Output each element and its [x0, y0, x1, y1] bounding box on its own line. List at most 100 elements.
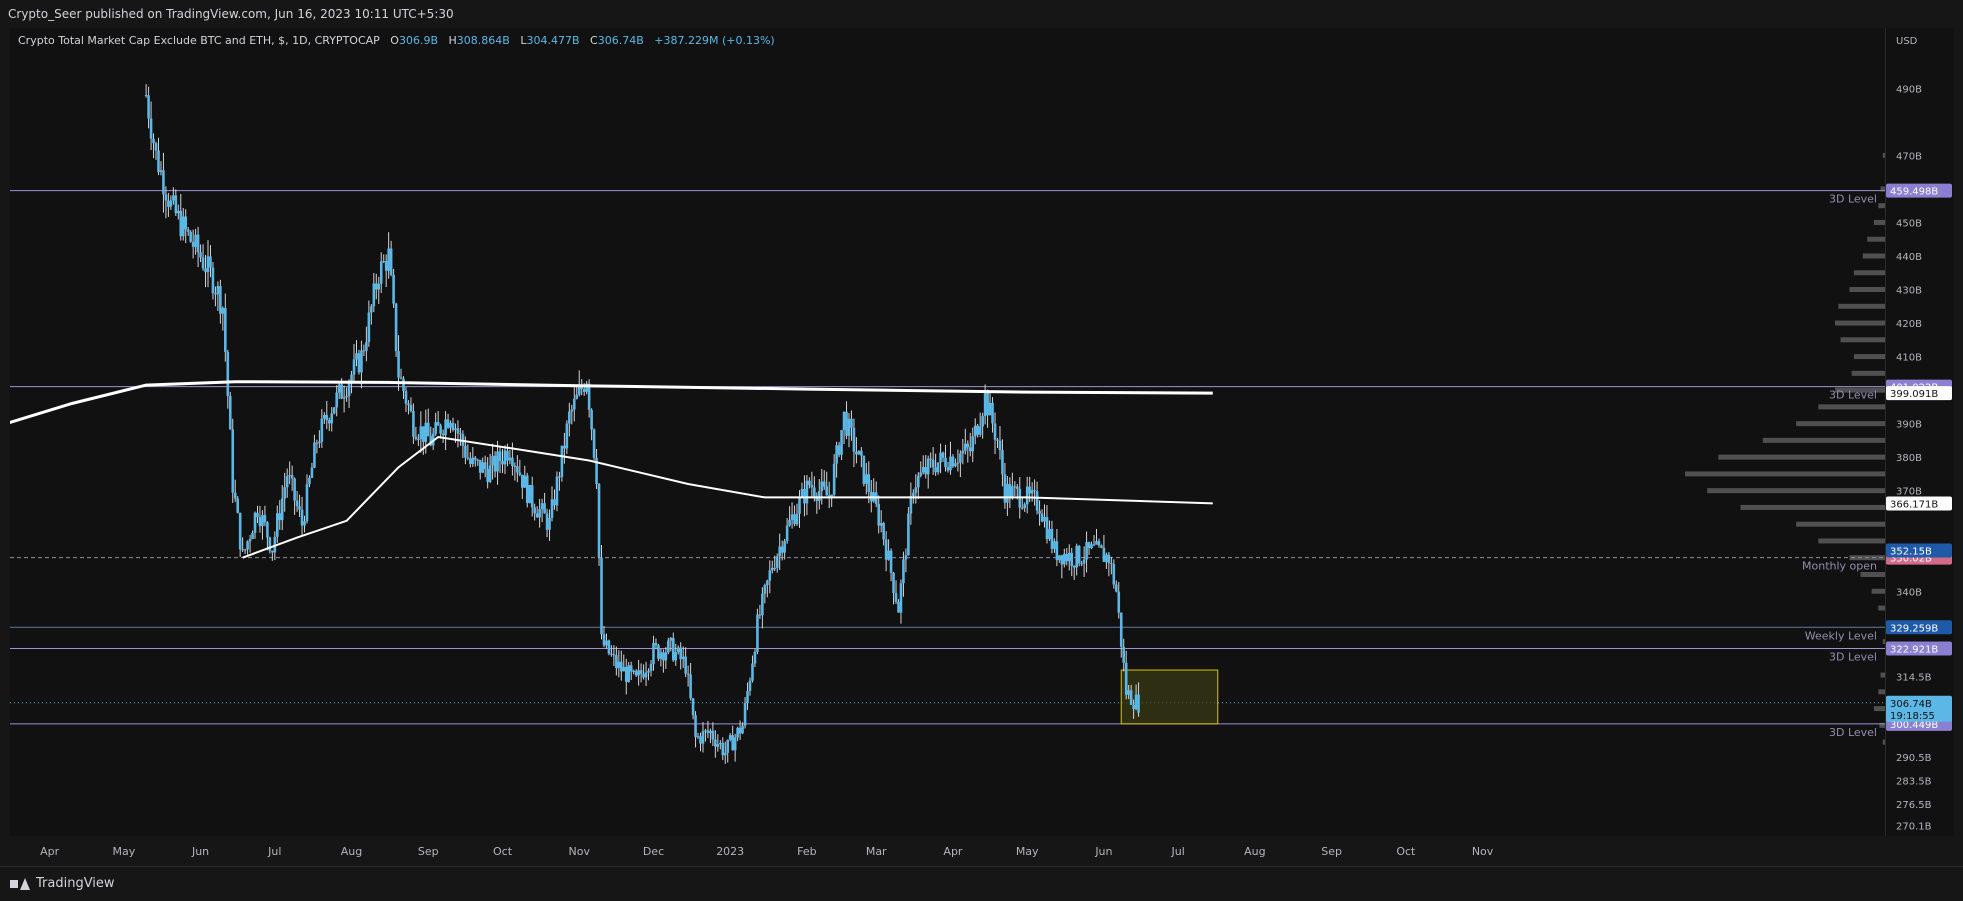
time-axis[interactable]: Apr May Jun Jul Aug Sep Oct Nov Dec 2023 Feb Mar Apr… [10, 836, 1885, 866]
candle-body [882, 523, 885, 540]
candle-body [355, 353, 358, 360]
level-label: Weekly Level [1805, 629, 1877, 642]
candle-body [476, 459, 480, 461]
volume-profile-bar [1873, 219, 1885, 225]
price-tag [1886, 641, 1952, 656]
candle-body [451, 422, 455, 431]
volume-profile-bar [1867, 236, 1885, 242]
candle-body [315, 442, 319, 444]
level-label: 3D Level [1829, 726, 1877, 739]
price-tag-label: 399.091B [1890, 389, 1938, 400]
candle-body [909, 495, 913, 514]
candle-body [318, 441, 321, 444]
time-tick-label: Sep [418, 845, 439, 858]
candle-body [991, 402, 994, 424]
candle-body [204, 268, 207, 273]
candle-body [615, 654, 618, 669]
price-tag-label: 350.02B [1890, 554, 1932, 565]
candle-body [469, 458, 472, 464]
price-tag-label: 459.498B [1890, 187, 1938, 198]
candle-body [186, 229, 190, 232]
candle-body [954, 463, 957, 467]
candle-body [676, 647, 680, 653]
candle-body [1114, 584, 1118, 592]
candle-body [790, 514, 794, 520]
close-value: 306.74B [597, 34, 644, 47]
candle-body [986, 392, 989, 416]
candle-body [582, 389, 586, 392]
candle-body [327, 420, 331, 424]
candle-body [196, 234, 200, 253]
candle-body [543, 503, 546, 514]
time-tick-label: Oct [493, 845, 513, 858]
candle-body [548, 517, 551, 530]
candle-body [637, 670, 640, 676]
volume-profile-bar [1762, 437, 1885, 443]
candle-body [964, 443, 967, 451]
candle-body [978, 426, 982, 435]
chart-area[interactable]: 3D Level 3D Level Monthly open Weekly Level… [10, 28, 1885, 836]
candle-body [144, 95, 148, 97]
time-tick-label: Dec [643, 845, 664, 858]
candle-body [756, 614, 759, 652]
candle-body [822, 481, 826, 487]
tradingview-logo[interactable]: TradingView [10, 876, 115, 891]
price-axis[interactable]: 490B 470B 450B 440B 430B 420B 410B 390B 380B 370B… [1885, 28, 1954, 836]
candle-body [1119, 612, 1123, 647]
candle-body [617, 661, 621, 669]
candle-body [149, 118, 153, 139]
moving-average-line [242, 435, 1213, 559]
candle-body [236, 498, 239, 513]
candle-body [805, 480, 809, 504]
candle-body [434, 422, 437, 434]
candle-body [261, 515, 264, 527]
candle-body [1020, 507, 1024, 509]
price-tag [1886, 620, 1952, 635]
time-tick-label: Jun [191, 845, 209, 858]
volume-profile-bar [1878, 203, 1885, 209]
candle-body [431, 433, 435, 446]
candle-body [550, 499, 554, 518]
candle-body [568, 411, 571, 424]
candle-body [610, 653, 613, 655]
candle-body [179, 210, 183, 237]
candle-body [699, 736, 702, 744]
candle-body [706, 730, 710, 734]
candle-body [305, 484, 309, 522]
price-tick-label: 370B [1896, 487, 1922, 498]
price-tick-label: 314.5B [1896, 673, 1932, 684]
candle-body [253, 512, 257, 533]
candle-body [377, 283, 381, 290]
price-tick-label: 340B [1896, 587, 1922, 598]
candle-body [924, 467, 928, 475]
level-label: 3D Level [1829, 651, 1877, 664]
change-value: +387.229M (+0.13%) [654, 34, 775, 47]
candle-body [634, 670, 638, 676]
candle-body [555, 476, 559, 506]
candle-body [592, 429, 596, 458]
candle-body [966, 443, 970, 448]
high-label: H [448, 34, 457, 47]
candle-body [919, 472, 923, 476]
candle-body [1011, 486, 1014, 499]
candle-body [174, 195, 178, 214]
candle-body [810, 484, 814, 488]
symbol-name: Crypto Total Market Cap Exclude BTC and … [18, 34, 380, 47]
candle-body [1015, 486, 1019, 489]
level-label: 3D Level [1829, 193, 1877, 206]
candle-body [736, 727, 739, 738]
price-chart[interactable]: 3D Level 3D Level Monthly open Weekly Level… [10, 28, 1885, 836]
candle-body [1134, 694, 1138, 710]
candle-body [1129, 690, 1133, 705]
candle-body [382, 261, 386, 263]
candle-body [1105, 554, 1108, 563]
candle-body [748, 680, 752, 691]
volume-profile-bar [1707, 488, 1885, 494]
candle-body [597, 484, 601, 558]
candle-body [1065, 553, 1069, 562]
price-tick-label: 430B [1896, 286, 1922, 297]
candle-body [600, 557, 603, 635]
candle-body [981, 416, 984, 427]
candle-body [669, 638, 673, 641]
candle-body [347, 383, 351, 397]
